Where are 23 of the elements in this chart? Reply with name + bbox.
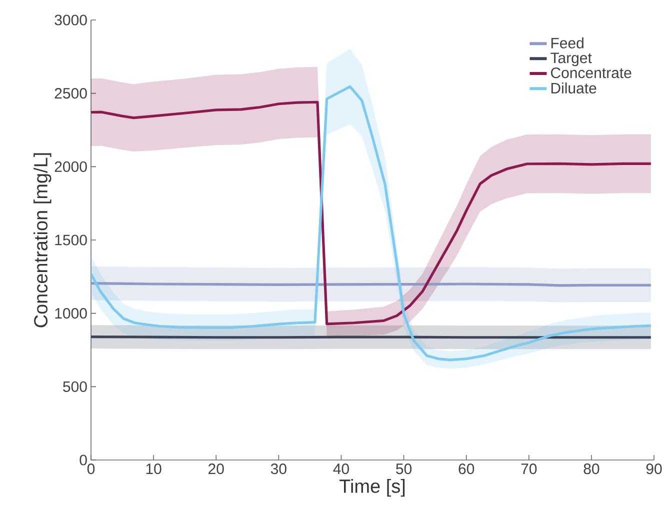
- y-axis-title: Concentration [mg/L]: [34, 153, 52, 328]
- y-tick-label: 1000: [55, 308, 87, 319]
- y-tick-label: 3000: [54, 14, 87, 26]
- x-axis-title: Time [s]: [340, 478, 405, 497]
- x-tick-label: 50: [396, 464, 412, 474]
- x-tick-label: 70: [521, 464, 537, 474]
- legend-label: Concentrate: [550, 68, 632, 78]
- y-tick-label: 500: [63, 381, 87, 392]
- x-tick-label: 30: [270, 464, 286, 474]
- x-tick-label: 10: [146, 464, 162, 474]
- y-tick-label: 1500: [55, 234, 87, 246]
- y-tick-label: 2000: [54, 161, 87, 172]
- legend-label: Feed: [551, 37, 584, 48]
- legend-label: Target: [550, 52, 592, 66]
- x-tick-label: 90: [646, 464, 662, 474]
- x-tick-label: 40: [333, 464, 349, 474]
- x-tick-label: 60: [458, 464, 474, 474]
- x-tick-label: 20: [208, 464, 224, 474]
- x-tick-label: 80: [584, 464, 600, 474]
- y-tick-label: 0: [80, 454, 87, 466]
- legend-label: Diluate: [551, 82, 596, 94]
- y-tick-label: 2500: [54, 88, 87, 99]
- x-tick-label: 0: [87, 464, 95, 474]
